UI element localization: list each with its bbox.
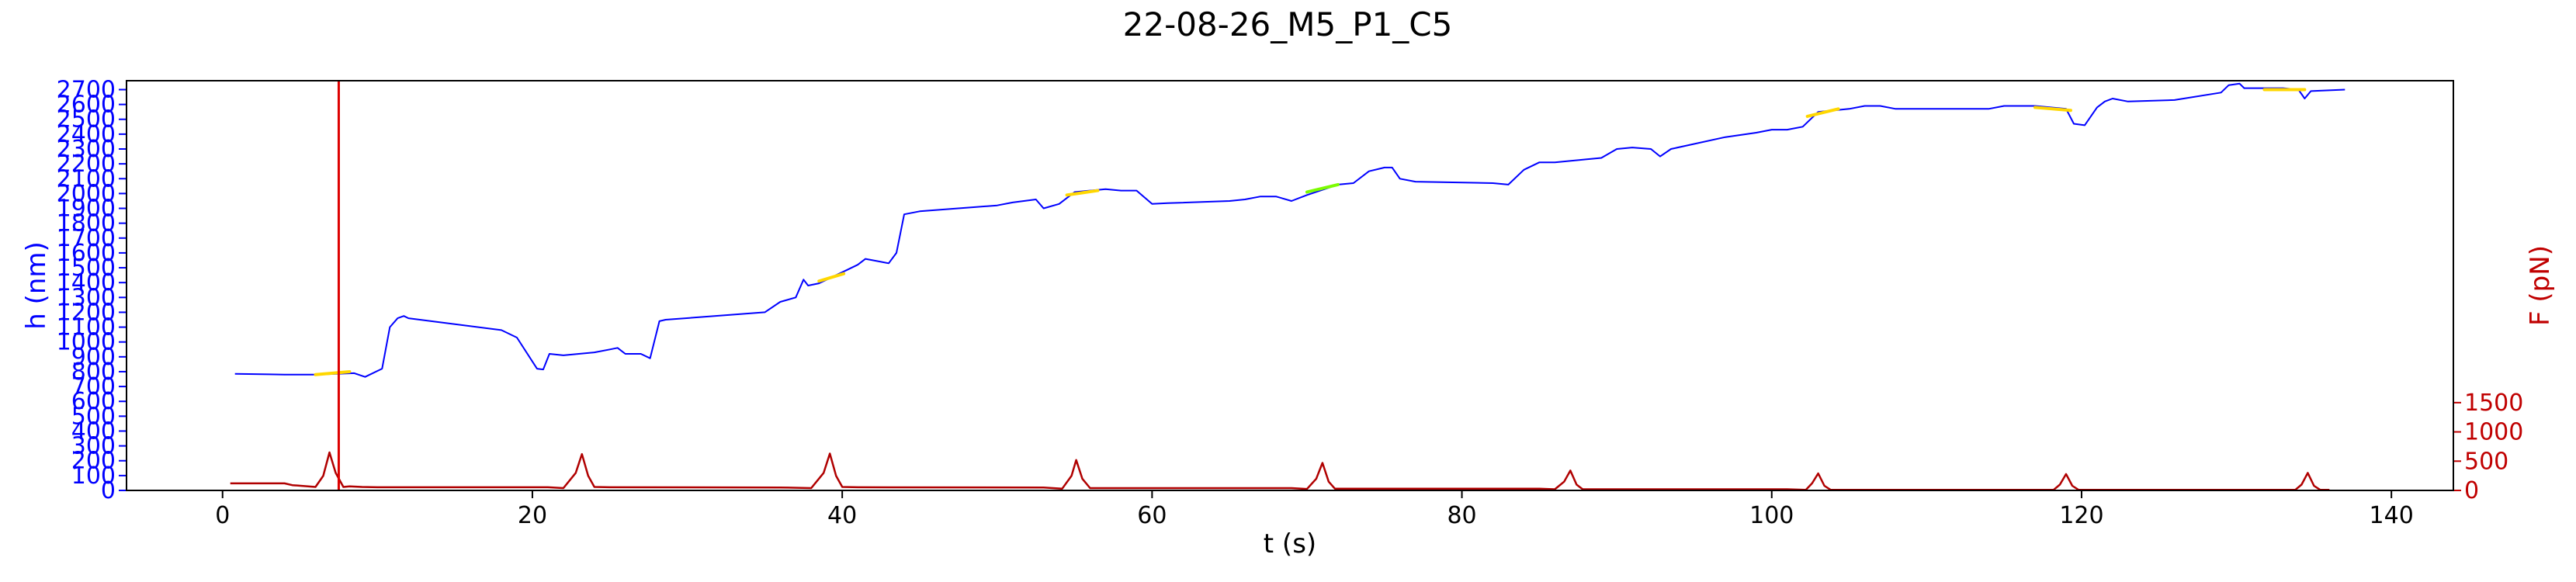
y-left-tick-label: 2100 (57, 165, 116, 192)
x-tick-label: 20 (518, 502, 547, 529)
y-right-tick-label: 500 (2464, 448, 2508, 475)
force-series (230, 451, 2330, 491)
highlight-segment (1065, 189, 1100, 197)
y-left-tick-label: 2300 (57, 136, 116, 163)
y-left-tick-label: 1300 (57, 284, 116, 311)
y-left-tick-label: 1400 (57, 269, 116, 296)
highlight-segment (817, 272, 846, 283)
y-left-tick-label: 0 (101, 477, 116, 504)
x-tick-label: 60 (1137, 502, 1167, 529)
y-left-tick-label: 800 (71, 359, 116, 386)
y-right-tick-label: 0 (2464, 477, 2479, 504)
chart-title: 22-08-26_M5_P1_C5 (1123, 5, 1453, 43)
highlight-segment (1305, 182, 1340, 194)
y-left-tick-label: 700 (71, 373, 116, 400)
y-left-tick-label: 2700 (57, 76, 116, 103)
y-left-tick-label: 1900 (57, 196, 116, 223)
x-axis-label: t (s) (1264, 528, 1316, 559)
highlight-segment (1805, 107, 1840, 118)
plot-frame (126, 80, 2454, 491)
y-left-tick-label: 1600 (57, 240, 116, 267)
y-right-tick-label: 1000 (2464, 419, 2523, 446)
x-axis-ticks: 0 20 40 60 80 100 120 140 (215, 490, 2414, 529)
y-axis-left-ticks: 0100200300400500600700800900100011001200… (57, 76, 127, 504)
height-line (234, 82, 2345, 378)
y-left-tick-label: 200 (71, 448, 116, 475)
y-left-tick-label: 100 (71, 462, 116, 490)
force-line (230, 451, 2330, 491)
highlight-segment (2033, 106, 2072, 113)
y-left-tick-label: 2400 (57, 121, 116, 148)
y-left-tick-label: 1800 (57, 210, 116, 237)
y-right-tick-label: 1500 (2464, 390, 2523, 417)
y-left-tick-label: 2200 (57, 151, 116, 178)
y-left-tick-label: 1700 (57, 225, 116, 252)
y-left-tick-label: 2500 (57, 106, 116, 133)
x-tick-label: 0 (215, 502, 230, 529)
y-axis-left-label: h (nm) (21, 241, 52, 330)
y-left-tick-label: 2600 (57, 92, 116, 119)
x-tick-label: 100 (1749, 502, 1794, 529)
x-tick-label: 40 (827, 502, 857, 529)
highlight-segment (314, 369, 352, 376)
height-series (234, 82, 2345, 378)
y-left-tick-label: 900 (71, 344, 116, 371)
y-left-tick-label: 1200 (57, 299, 116, 326)
y-left-tick-label: 1100 (57, 314, 116, 341)
y-left-tick-label: 2000 (57, 180, 116, 207)
y-axis-right-label: F (pN) (2525, 245, 2556, 326)
y-left-tick-label: 300 (71, 433, 116, 460)
highlight-segments (314, 88, 2307, 376)
y-left-tick-label: 500 (71, 403, 116, 430)
y-left-tick-label: 1000 (57, 329, 116, 356)
x-tick-label: 80 (1447, 502, 1476, 529)
y-left-tick-label: 1500 (57, 255, 116, 282)
y-left-tick-label: 600 (71, 388, 116, 415)
y-left-tick-label: 400 (71, 417, 116, 445)
x-tick-label: 120 (2059, 502, 2103, 529)
x-tick-label: 140 (2370, 502, 2414, 529)
